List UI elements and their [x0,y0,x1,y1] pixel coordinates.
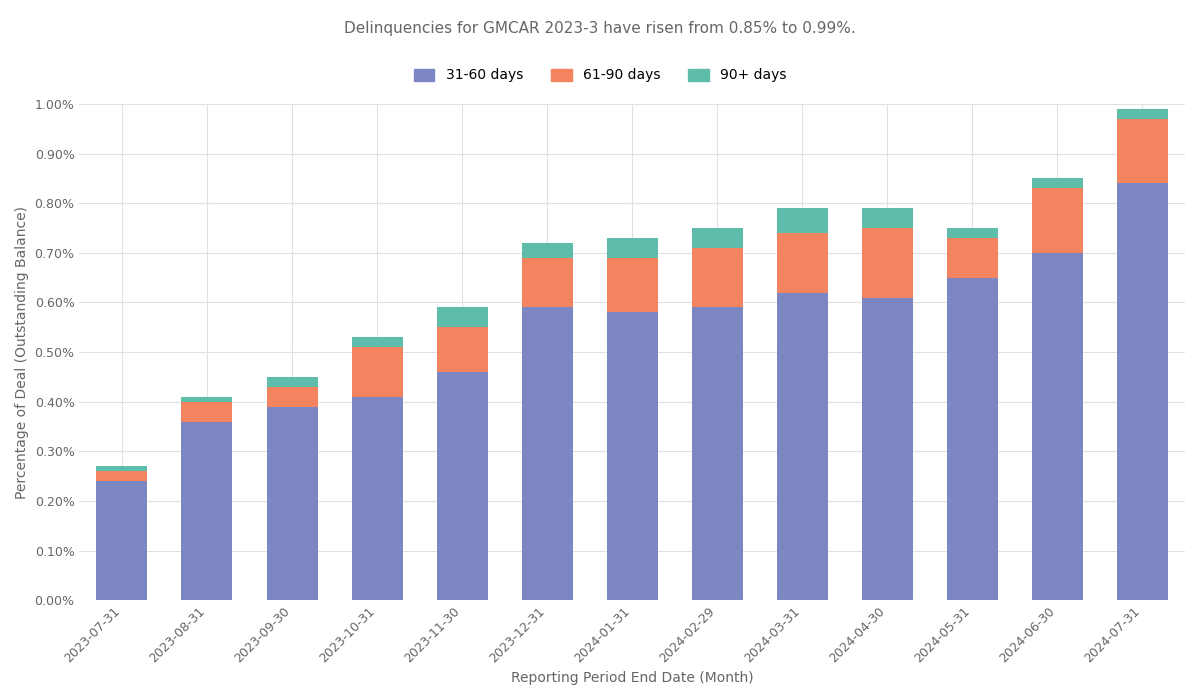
Bar [522,243,572,258]
Bar [862,208,913,228]
Bar [437,372,487,600]
Bar [266,377,318,387]
Bar [181,421,233,600]
Legend: 31-60 days, 61-90 days, 90+ days: 31-60 days, 61-90 days, 90+ days [408,63,792,88]
Bar [691,228,743,248]
Bar [96,481,148,600]
Bar [776,293,828,600]
Bar [352,337,402,347]
Bar [862,298,913,600]
Bar [1117,183,1168,600]
Bar [607,238,658,258]
X-axis label: Reporting Period End Date (Month): Reporting Period End Date (Month) [511,671,754,685]
Bar [691,307,743,600]
Bar [181,397,233,402]
Bar [266,407,318,600]
Bar [1117,109,1168,119]
Bar [776,233,828,293]
Bar [352,347,402,397]
Bar [1032,188,1082,253]
Bar [607,312,658,600]
Bar [96,466,148,471]
Bar [947,228,998,238]
Bar [1032,178,1082,188]
Bar [437,307,487,328]
Bar [1117,119,1168,183]
Bar [1032,253,1082,600]
Bar [96,471,148,481]
Bar [947,238,998,278]
Bar [691,248,743,307]
Bar [266,387,318,407]
Text: Delinquencies for GMCAR 2023-3 have risen from 0.85% to 0.99%.: Delinquencies for GMCAR 2023-3 have rise… [344,21,856,36]
Bar [352,397,402,600]
Y-axis label: Percentage of Deal (Outstanding Balance): Percentage of Deal (Outstanding Balance) [14,206,29,498]
Bar [776,208,828,233]
Bar [522,258,572,307]
Bar [522,307,572,600]
Bar [947,278,998,600]
Bar [437,328,487,372]
Bar [607,258,658,312]
Bar [181,402,233,421]
Bar [862,228,913,298]
